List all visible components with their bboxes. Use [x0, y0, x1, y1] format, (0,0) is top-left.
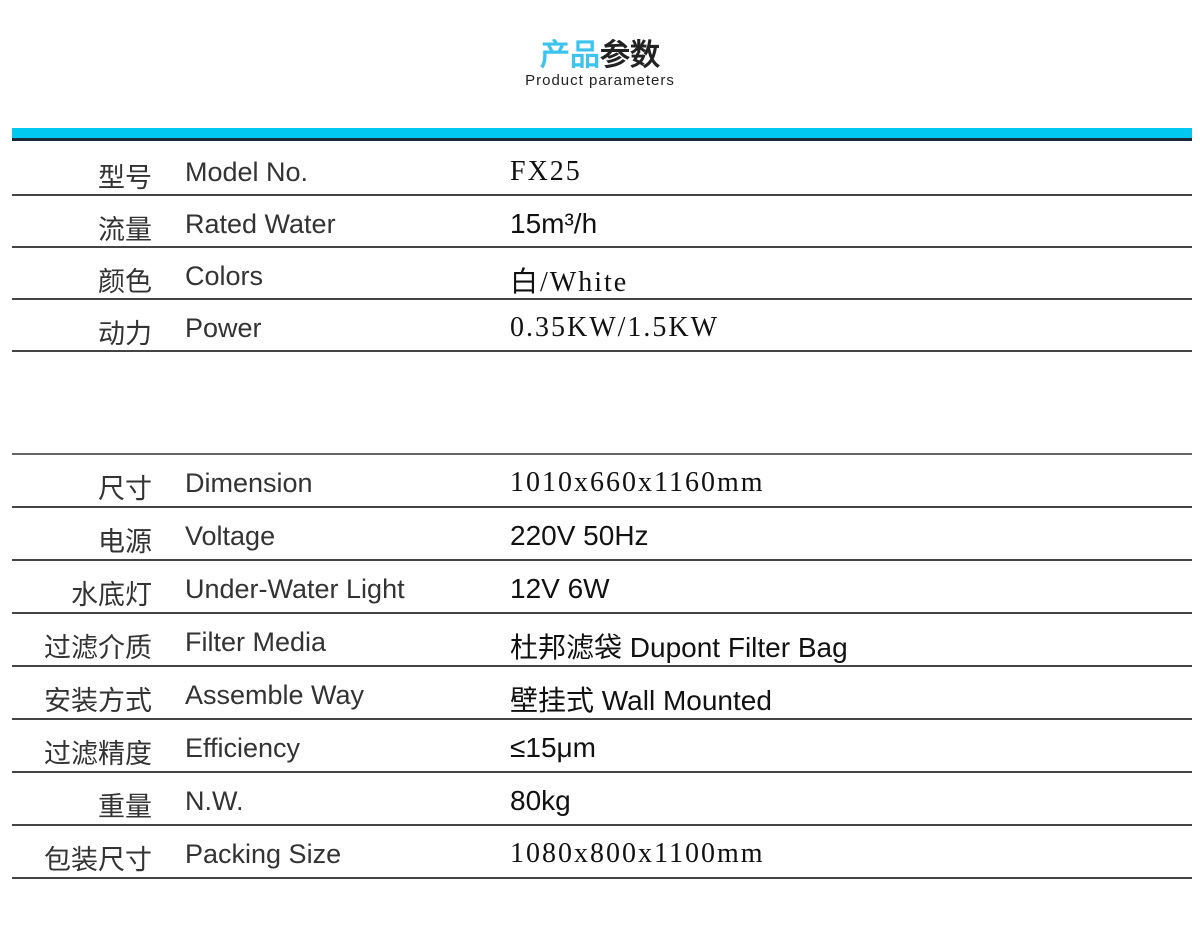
spec-table-2: 尺寸 Dimension 1010x660x1160mm 电源 Voltage 220V … — [12, 453, 1192, 879]
spec-label-cn: 动力 — [98, 319, 152, 350]
table-row: 动力 Power 0.35KW/1.5KW — [12, 300, 1192, 352]
table-row: 过滤精度 Efficiency ≤15μm — [12, 720, 1192, 773]
spec-label-en: Model No. — [185, 157, 309, 187]
spec-label-cn: 水底灯 — [71, 580, 152, 611]
table-row: 颜色 Colors 白/White — [12, 248, 1192, 300]
spec-table-1: 型号 Model No. FX25 流量 Rated Water 15m³/h 颜色 Colo… — [12, 144, 1192, 352]
spec-value: 1080x800x1100mm — [510, 838, 765, 869]
spec-value: 220V 50Hz — [510, 520, 649, 551]
spec-label-cn: 过滤介质 — [44, 633, 152, 664]
spec-label-cn: 流量 — [98, 215, 152, 246]
spec-label-cn: 电源 — [98, 527, 152, 558]
spec-label-cn: 颜色 — [98, 267, 152, 298]
spec-value: ≤15μm — [510, 732, 596, 763]
table-row: 水底灯 Under-Water Light 12V 6W — [12, 561, 1192, 614]
title-main: 参数 — [600, 38, 660, 73]
spec-value: 白/White — [510, 267, 629, 298]
title-accent: 产品 — [540, 38, 600, 73]
table-row: 电源 Voltage 220V 50Hz — [12, 508, 1192, 561]
page-subtitle: Product parameters — [525, 72, 675, 89]
spec-value: 12V 6W — [510, 573, 610, 604]
page-title: 产品参数 — [0, 30, 1200, 74]
spec-value: 1010x660x1160mm — [510, 467, 765, 498]
spec-label-cn: 尺寸 — [98, 474, 152, 505]
spec-label-cn: 过滤精度 — [44, 739, 152, 770]
spec-value: 杜邦滤袋 Dupont Filter Bag — [510, 632, 848, 663]
spec-label-en: Colors — [185, 261, 264, 291]
spec-value: 15m³/h — [510, 208, 598, 239]
table-row: 流量 Rated Water 15m³/h — [12, 196, 1192, 248]
table-row: 过滤介质 Filter Media 杜邦滤袋 Dupont Filter Bag — [12, 614, 1192, 667]
spec-label-en: N.W. — [185, 786, 244, 816]
table-row: 重量 N.W. 80kg — [12, 773, 1192, 826]
spec-label-en: Under-Water Light — [185, 574, 405, 604]
spec-label-cn: 型号 — [98, 163, 152, 194]
spec-label-en: Efficiency — [185, 733, 301, 763]
table-row: 安装方式 Assemble Way 壁挂式 Wall Mounted — [12, 667, 1192, 720]
spec-value: 0.35KW/1.5KW — [510, 312, 720, 343]
spec-value: 壁挂式 Wall Mounted — [510, 685, 772, 716]
spec-label-en: Dimension — [185, 468, 313, 498]
spec-label-cn: 包装尺寸 — [44, 845, 152, 876]
spec-label-en: Assemble Way — [185, 680, 365, 710]
spec-label-en: Power — [185, 313, 262, 343]
table-row: 型号 Model No. FX25 — [12, 144, 1192, 196]
accent-bar — [12, 128, 1192, 141]
spec-label-en: Rated Water — [185, 209, 336, 239]
spec-label-en: Filter Media — [185, 627, 327, 657]
spec-value: 80kg — [510, 785, 571, 816]
spec-label-en: Voltage — [185, 521, 276, 551]
table-row: 包装尺寸 Packing Size 1080x800x1100mm — [12, 826, 1192, 879]
spec-label-en: Packing Size — [185, 839, 342, 869]
spec-value: FX25 — [510, 156, 582, 187]
spec-label-cn: 重量 — [98, 792, 152, 823]
spec-label-cn: 安装方式 — [44, 686, 152, 717]
table-row: 尺寸 Dimension 1010x660x1160mm — [12, 455, 1192, 508]
